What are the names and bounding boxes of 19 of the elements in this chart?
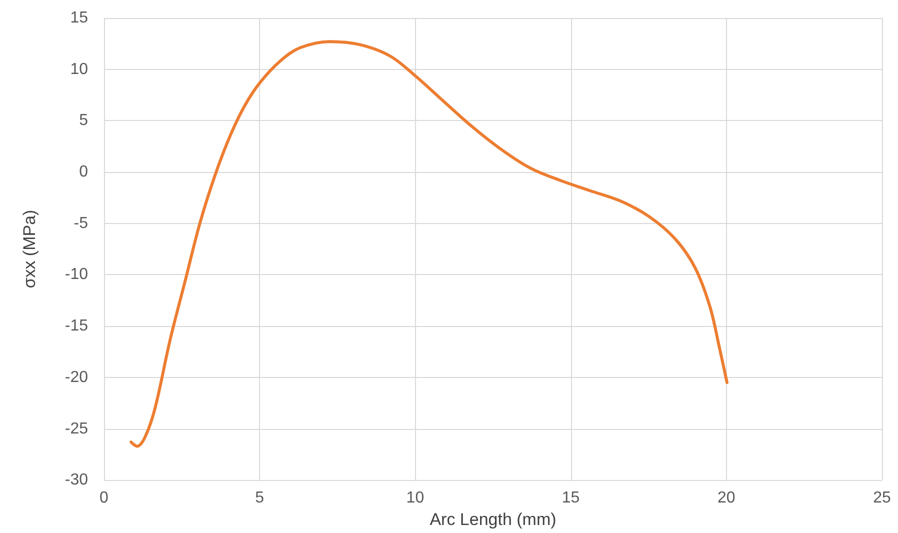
x-tick-label: 20 — [718, 490, 736, 507]
y-tick-label: -5 — [74, 214, 88, 232]
y-axis-title: σxx (MPa) — [20, 210, 39, 288]
y-tick-label: -20 — [64, 368, 88, 386]
y-tick-label: 15 — [70, 10, 88, 26]
x-tick-label: 0 — [100, 490, 109, 507]
y-tick-label: -30 — [64, 472, 88, 489]
y-tick-label: 10 — [70, 60, 88, 78]
line-series — [130, 40, 729, 448]
x-tick-label: 5 — [255, 490, 264, 507]
y-tick-label: 0 — [79, 164, 88, 181]
x-axis-title: Arc Length (mm) — [430, 510, 556, 529]
y-tick-label: -10 — [64, 266, 88, 284]
x-tick-label: 10 — [406, 490, 424, 507]
x-tick-label: 25 — [873, 490, 891, 507]
x-tick-label: 15 — [562, 490, 580, 507]
y-tick-label: -15 — [64, 318, 88, 335]
y-tick-label: 5 — [79, 112, 88, 130]
y-tick-label: -25 — [64, 420, 88, 438]
